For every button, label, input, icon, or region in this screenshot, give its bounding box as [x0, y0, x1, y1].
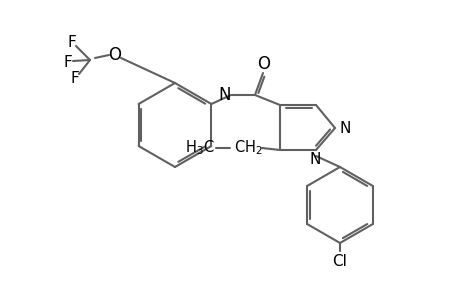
Text: O: O [257, 55, 270, 73]
Text: F: F [71, 70, 79, 86]
Text: N: N [218, 86, 231, 104]
Text: H$_3$C: H$_3$C [185, 139, 214, 157]
Text: F: F [67, 34, 76, 50]
Text: CH$_2$: CH$_2$ [233, 139, 262, 157]
Text: F: F [63, 55, 72, 70]
Text: N: N [339, 121, 350, 136]
Text: O: O [108, 46, 121, 64]
Text: Cl: Cl [332, 254, 347, 268]
Text: N: N [308, 152, 320, 166]
